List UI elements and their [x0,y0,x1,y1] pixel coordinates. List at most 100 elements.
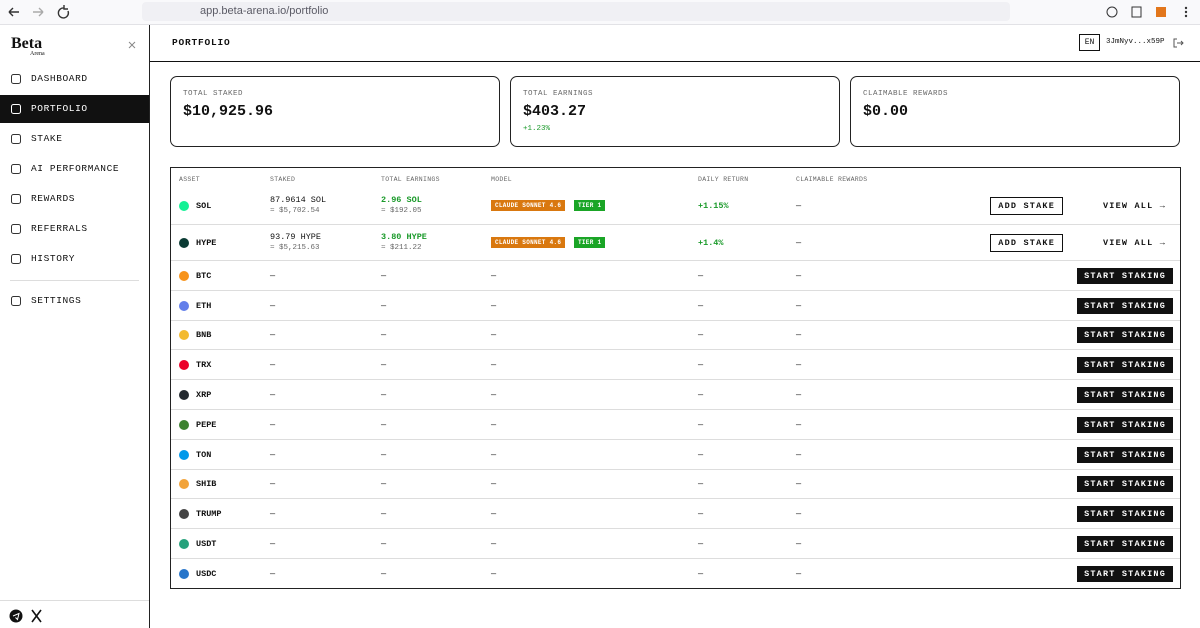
account-icon[interactable] [1106,6,1118,18]
model-tag: — [491,360,497,371]
staked-amount: — [270,390,276,401]
nav-icon [11,104,21,114]
asset-name: XRP [196,390,212,401]
start-staking-button[interactable]: START STAKING [1077,267,1173,284]
start-staking-button[interactable]: START STAKING [1077,536,1173,553]
browser-toolbar: app.beta-arena.io/portfolio [0,0,1200,25]
start-staking-button[interactable]: START STAKING [1077,446,1173,463]
nav-icon [11,296,21,306]
nav-icon [11,134,21,144]
card-change: +1.23% [523,125,551,133]
model-tag: CLAUDE SONNET 4.6 [491,200,566,211]
asset-icon [179,509,189,520]
nav-icon [11,254,21,264]
asset-icon [179,568,189,579]
url-text: app.beta-arena.io/portfolio [200,5,329,17]
daily-return: — [698,270,704,281]
column-header: MODEL [491,176,513,183]
earnings-amount: 3.80 HYPE [381,232,427,242]
daily-return: +1.15% [698,201,729,211]
table-row: BNB — — — — — START STAKING [171,319,1180,351]
start-staking-button[interactable]: START STAKING [1077,506,1173,523]
model-tag: — [491,479,497,490]
asset-name: TRX [196,360,212,371]
close-sidebar[interactable] [127,40,137,50]
nav-item[interactable]: DASHBOARD [0,65,149,93]
view-all-link[interactable]: VIEW ALL → [1102,238,1166,248]
nav-item[interactable]: AI PERFORMANCE [0,155,149,183]
reload-button[interactable] [57,5,70,19]
back-button[interactable] [8,7,19,17]
asset-name: BNB [196,330,212,341]
start-staking-button[interactable]: START STAKING [1077,416,1173,433]
earnings-amount: — [381,449,387,460]
language-button[interactable]: EN [1079,34,1100,51]
telegram-link[interactable] [9,609,23,623]
earnings-amount: — [381,539,387,550]
asset-icon [179,201,189,211]
nav-item[interactable]: HISTORY [0,245,149,273]
asset-icon [179,270,189,281]
start-staking-button[interactable]: START STAKING [1077,327,1173,344]
daily-return: — [698,360,704,371]
nav-label: PORTFOLIO [31,103,88,114]
asset-icon [179,449,189,460]
view-all-link[interactable]: VIEW ALL → [1102,201,1166,211]
start-staking-button[interactable]: START STAKING [1077,476,1173,493]
start-staking-button[interactable]: START STAKING [1077,387,1173,404]
staked-usd: ≈ $5,215.63 [270,244,320,252]
nav-label: AI PERFORMANCE [31,163,120,174]
address-bar[interactable] [142,2,1010,21]
extensions-icon[interactable] [1131,6,1142,18]
earnings-amount: — [381,509,387,520]
daily-return: — [698,568,704,579]
column-header: TOTAL EARNINGS [381,176,440,183]
daily-return: — [698,479,704,490]
summary-card: TOTAL EARNINGS $403.27 +1.23% [510,76,840,147]
nav-icon [11,224,21,234]
logout-button[interactable] [1172,37,1184,49]
asset-icon [179,238,189,248]
nav-item[interactable]: REWARDS [0,185,149,213]
staked-amount: — [270,360,276,371]
nav-icon [11,194,21,204]
nav-item[interactable]: PORTFOLIO [0,95,149,123]
card-value: $0.00 [863,103,909,120]
nav-item[interactable]: SETTINGS [0,287,149,315]
staked-amount: — [270,330,276,341]
nav-item[interactable]: STAKE [0,125,149,153]
daily-return: — [698,330,704,341]
asset-icon [179,539,189,550]
earnings-amount: — [381,270,387,281]
claimable-rewards: — [796,539,802,550]
start-staking-button[interactable]: START STAKING [1077,297,1173,314]
asset-name: TON [196,449,212,460]
wallet-address[interactable]: 3JmNyv...x59P [1106,38,1165,46]
claimable-rewards: — [796,360,802,371]
daily-return: — [698,539,704,550]
card-value: $403.27 [523,103,587,120]
daily-return: — [698,390,704,401]
add-stake-button[interactable]: ADD STAKE [990,197,1063,215]
nav-item[interactable]: REFERRALS [0,215,149,243]
claimable-rewards: — [796,300,802,311]
column-header: ASSET [179,176,201,183]
metamask-icon[interactable] [1156,7,1166,17]
daily-return: — [698,419,704,430]
staked-amount: — [270,539,276,550]
x-link[interactable] [31,609,42,623]
daily-return: — [698,449,704,460]
add-stake-button[interactable]: ADD STAKE [990,234,1063,252]
daily-return: +1.4% [698,238,724,248]
start-staking-button[interactable]: START STAKING [1077,565,1173,582]
nav-label: HISTORY [31,253,76,264]
forward-button[interactable] [33,7,44,17]
model-tag: — [491,330,497,341]
daily-return: — [698,509,704,520]
earnings-usd: ≈ $211.22 [381,244,422,252]
start-staking-button[interactable]: START STAKING [1077,357,1173,374]
claimable-rewards: — [796,270,802,281]
asset-name: SOL [196,201,212,211]
staked-amount: — [270,449,276,460]
